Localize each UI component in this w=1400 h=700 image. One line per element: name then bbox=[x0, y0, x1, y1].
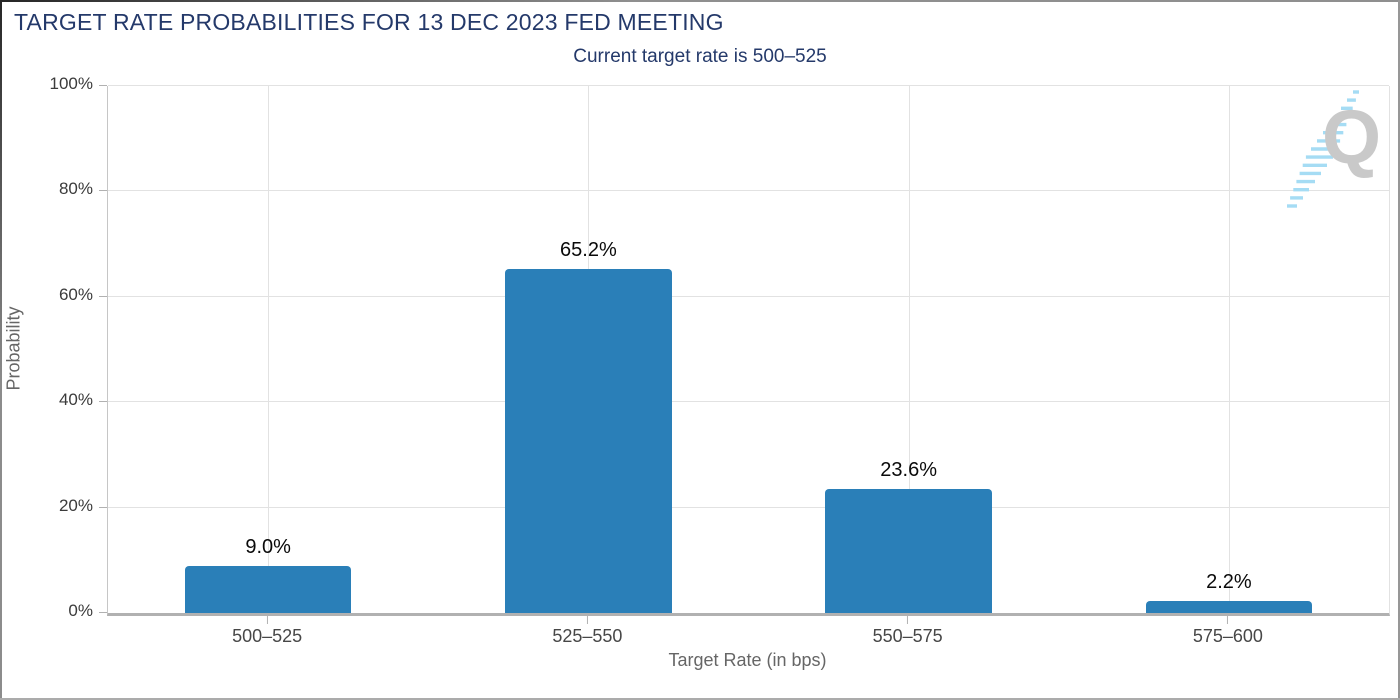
bar-value-label: 2.2% bbox=[1206, 571, 1252, 594]
y-tick-mark bbox=[99, 295, 107, 297]
gridline-x bbox=[1228, 86, 1230, 613]
y-tick-mark bbox=[99, 612, 107, 613]
x-tick-mark bbox=[1227, 616, 1229, 624]
x-tick-label: 575–600 bbox=[1192, 626, 1263, 646]
probability-bar bbox=[825, 488, 992, 613]
category-column: 9.0% bbox=[108, 86, 428, 613]
category-column: 2.2% bbox=[1069, 86, 1389, 613]
bar-value-label: 9.0% bbox=[245, 535, 291, 558]
gridline-y-20 bbox=[108, 506, 1389, 508]
bar-value-label: 65.2% bbox=[560, 239, 617, 262]
window-border-right bbox=[1398, 0, 1400, 700]
y-tick-mark bbox=[99, 401, 107, 403]
q-watermark-logo: Q bbox=[1276, 84, 1398, 214]
y-tick-label: 100% bbox=[49, 74, 93, 93]
x-axis-ticks: 500–525 525–550 550–575 575–600 bbox=[107, 616, 1388, 660]
x-tick-mark bbox=[586, 616, 588, 624]
watermark-letter: Q bbox=[1322, 95, 1382, 180]
gridline-y-80 bbox=[108, 190, 1389, 192]
y-tick-mark bbox=[99, 85, 107, 86]
probability-bar bbox=[505, 269, 672, 613]
x-tick-label: 550–575 bbox=[872, 626, 943, 646]
gridline-x bbox=[908, 86, 910, 613]
y-tick-label: 80% bbox=[58, 179, 93, 199]
gridline-y-40 bbox=[108, 401, 1389, 403]
chart-subtitle: Current target rate is 500–525 bbox=[573, 46, 827, 67]
x-tick: 525–550 bbox=[552, 616, 622, 647]
x-axis-title: Target Rate (in bps) bbox=[668, 650, 827, 670]
x-tick-label: 500–525 bbox=[232, 626, 303, 646]
gridline-y-60 bbox=[108, 295, 1389, 297]
bar-value-label: 23.6% bbox=[880, 458, 937, 481]
plot-area: 9.0% 65.2% 23.6% 2.2% bbox=[107, 85, 1390, 616]
x-tick: 575–600 bbox=[1193, 616, 1263, 647]
category-column: 65.2% bbox=[428, 86, 748, 613]
category-columns: 9.0% 65.2% 23.6% 2.2% bbox=[108, 86, 1389, 613]
x-tick-mark bbox=[907, 616, 909, 624]
gridline-x bbox=[268, 86, 270, 613]
y-tick-mark bbox=[99, 506, 107, 508]
category-column: 23.6% bbox=[749, 86, 1069, 613]
window-border-bottom bbox=[0, 698, 1400, 700]
watermark-hatch-icon bbox=[1287, 90, 1359, 208]
window-border-top bbox=[0, 0, 1400, 2]
gridline-y-100 bbox=[108, 85, 1389, 86]
y-tick-label: 40% bbox=[58, 390, 93, 410]
y-axis-ticks: 0% 20% 40% 60% 80% 100% bbox=[0, 74, 107, 620]
y-tick-label: 60% bbox=[58, 284, 93, 304]
probability-bar bbox=[1145, 601, 1313, 613]
chart-title: TARGET RATE PROBABILITIES FOR 13 DEC 202… bbox=[14, 9, 724, 35]
y-tick-mark bbox=[99, 190, 107, 192]
x-tick-label: 525–550 bbox=[552, 626, 623, 646]
x-tick-mark bbox=[266, 616, 268, 624]
x-tick: 500–525 bbox=[232, 616, 302, 647]
y-tick-label: 0% bbox=[68, 601, 93, 620]
window-border-left bbox=[0, 0, 2, 700]
y-tick-label: 20% bbox=[58, 495, 93, 515]
x-tick: 550–575 bbox=[873, 616, 943, 647]
probability-bar bbox=[184, 565, 352, 613]
